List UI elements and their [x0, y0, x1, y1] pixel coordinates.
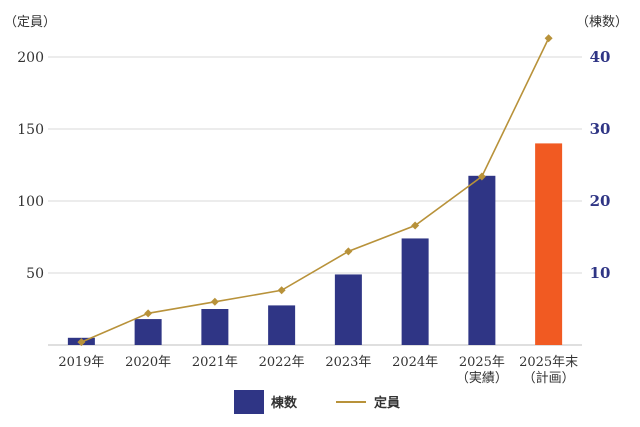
left-axis: 200 150 100 50 — [17, 50, 44, 282]
x-tick-label: 2023年 — [325, 355, 371, 370]
bar — [134, 319, 162, 345]
line-path — [81, 37, 550, 343]
right-tick-label: 30 — [590, 120, 611, 138]
right-tick-label: 10 — [590, 264, 611, 282]
legend-bar-label: 棟数 — [271, 395, 298, 411]
bar — [268, 305, 296, 345]
left-tick-label: 150 — [17, 122, 44, 138]
line-marker — [277, 286, 286, 295]
line-series — [77, 34, 553, 347]
line-marker — [344, 247, 353, 256]
bar — [401, 238, 429, 345]
right-tick-label: 20 — [590, 192, 611, 210]
bar — [201, 309, 229, 345]
x-tick-sublabel: （実績） — [456, 370, 508, 386]
line-marker — [144, 309, 153, 318]
left-tick-label: 100 — [17, 194, 44, 210]
legend-bar-swatch — [234, 390, 264, 414]
x-tick-label: 2022年 — [259, 355, 305, 370]
line-marker — [411, 221, 420, 230]
x-tick-label: 2019年 — [58, 355, 104, 370]
right-tick-label: 40 — [590, 48, 611, 66]
x-tick-sublabel: （計画） — [523, 370, 575, 386]
bar — [535, 143, 563, 345]
left-axis-unit: （定員） — [4, 15, 56, 30]
legend-line-label: 定員 — [373, 395, 400, 411]
line-marker — [77, 338, 86, 347]
bar-series — [67, 143, 563, 345]
bar — [468, 175, 496, 345]
right-axis: 40 30 20 10 — [590, 48, 611, 282]
gridlines — [48, 56, 582, 346]
x-tick-label: 2024年 — [392, 355, 438, 370]
x-tick-label: 2025年 — [459, 355, 505, 370]
left-tick-label: 50 — [26, 266, 44, 282]
left-tick-label: 200 — [17, 50, 44, 66]
bar — [334, 274, 362, 345]
x-axis: 2019年 2020年 2021年 2022年 2023年 2024年 2025年（実績） 2… — [58, 355, 578, 386]
line-marker — [210, 297, 219, 306]
line-marker — [544, 34, 553, 43]
right-axis-unit: （棟数） — [576, 15, 628, 30]
x-tick-label: 2020年 — [125, 355, 171, 370]
x-tick-label: 2021年 — [192, 355, 238, 370]
line-marker — [477, 172, 486, 181]
legend: 棟数 定員 — [234, 390, 400, 414]
x-tick-label: 2025年末 — [519, 355, 578, 370]
